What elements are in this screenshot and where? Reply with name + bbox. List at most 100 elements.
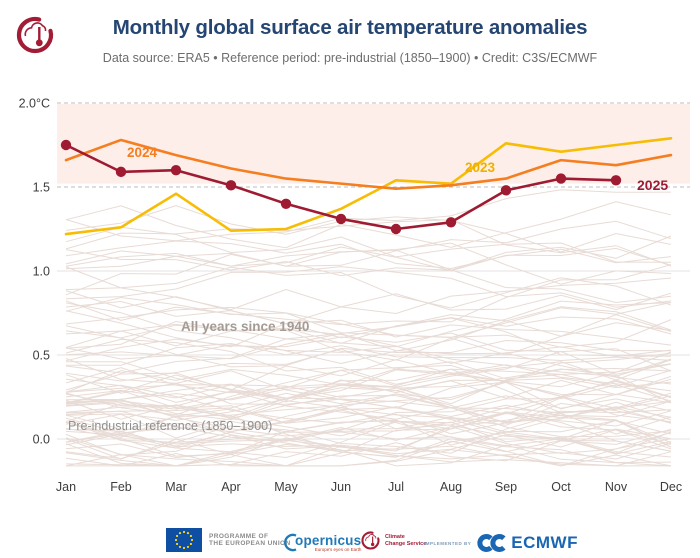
year-line [65,264,672,326]
year-line [65,421,672,459]
series-2025-point-Jun [335,213,347,225]
x-tick-label-Mar: Mar [165,480,187,494]
series-2025-point-Mar [170,165,182,176]
series-2024-line [64,138,673,190]
series-2025-point-Aug [445,217,457,228]
page-title: Monthly global surface air temperature a… [112,16,588,39]
year-line [65,325,672,368]
year-line [65,392,672,438]
year-line [65,437,672,467]
x-tick-label-Jan: Jan [56,480,76,494]
temperature-anomaly-chart: 2.0°C 1.5 1.0 0.5 0.0 Jan Feb Mar Apr May Jun Jul Au… [19,97,690,494]
copernicus-logo: opernicus Europe's eyes on Earth [284,533,361,552]
year-line [65,189,672,242]
climate-change-service-logo: Climate Change Service [359,529,426,552]
year-line [65,246,672,272]
year-line [65,342,672,366]
ecmwf-wordmark: ECMWF [511,533,578,552]
y-tick-label-0: 0.0 [33,433,50,447]
footer-logos: PROGRAMME OF THE EUROPEAN UNION opernicu… [0,524,700,556]
year-line [65,332,672,372]
x-tick-label-Sep: Sep [495,480,517,494]
year-line [65,344,672,377]
year-line [65,348,672,388]
year-line [65,439,672,460]
year-line [65,316,672,349]
x-tick-label-Aug: Aug [440,480,462,494]
eu-flag-icon [166,528,202,552]
year-line [65,372,672,399]
series-2025-point-Oct [555,173,567,184]
x-tick-label-Oct: Oct [551,480,571,494]
x-tick-label-Nov: Nov [605,480,628,494]
year-line [65,338,672,385]
year-line [65,226,672,263]
year-line [65,296,672,348]
copernicus-tagline: Europe's eyes on Earth [314,547,362,552]
year-line [65,328,672,364]
label-all-years-since-1940: All years since 1940 [181,319,309,334]
year-line [65,310,672,348]
c3s-crescent-icon [16,16,54,54]
year-line [65,358,672,426]
ecmwf-logo: IMPLEMENTED BY ECMWF [424,532,578,554]
series-2025-point-Jan [60,139,72,151]
x-tick-label-Dec: Dec [660,480,682,494]
eu-programme-line2: THE EUROPEAN UNION [209,540,291,547]
subtitle: Data source: ERA5 • Reference period: pr… [102,51,598,65]
year-line [65,359,672,392]
year-line [65,374,672,412]
x-tick-label-Jun: Jun [331,480,351,494]
year-line [65,317,672,374]
y-tick-label-1: 1.0 [33,265,50,279]
label-2025: 2025 [637,177,668,193]
year-line [65,266,672,309]
year-line [65,292,672,325]
year-line [65,368,672,404]
label-2024: 2024 [127,145,158,160]
year-line [65,359,672,418]
x-tick-label-May: May [274,480,298,494]
year-line [65,399,672,458]
y-tick-label-0.5: 0.5 [33,349,50,363]
c3s-label-line1: Climate [385,534,405,540]
series-2023-line [64,136,673,236]
c3s-mini-icon [361,531,380,550]
series-2025-point-Sep [500,185,512,196]
year-line [65,333,672,385]
eu-programme-line1: PROGRAMME OF [209,532,269,540]
implemented-by-label: IMPLEMENTED BY [424,540,472,546]
x-tick-label-Feb: Feb [110,480,132,494]
all-years-lines [65,189,672,467]
year-line [65,367,672,394]
year-line [65,361,672,405]
c3s-thermometer-logo [12,12,58,58]
year-line [65,399,672,452]
ecmwf-rings-icon [477,534,506,552]
x-tick-label-Jul: Jul [388,480,404,494]
label-2023: 2023 [465,160,496,175]
series-2025-point-Apr [225,180,237,191]
year-line [65,266,672,315]
y-tick-label-1.5: 1.5 [33,181,50,195]
year-line [65,384,672,447]
series-2025-point-Jul [390,223,402,235]
year-line [65,364,672,416]
y-tick-label-2: 2.0°C [19,97,50,111]
copernicus-c-icon [284,533,297,552]
year-line [65,201,672,249]
x-tick-label-Apr: Apr [221,480,240,494]
year-line [65,242,672,296]
series-2025-point-May [280,198,292,209]
year-line [65,302,672,339]
year-line [65,302,672,365]
year-line [65,396,672,437]
label-preindustrial-reference: Pre-industrial reference (1850–1900) [68,419,272,433]
year-line [65,220,672,270]
eu-programme-logo: PROGRAMME OF THE EUROPEAN UNION [166,528,291,552]
series-2025-point-Feb [115,166,127,178]
year-line [65,266,672,308]
c3s-label-line2: Change Service [385,540,427,547]
series-2025-point-Nov [610,175,622,186]
